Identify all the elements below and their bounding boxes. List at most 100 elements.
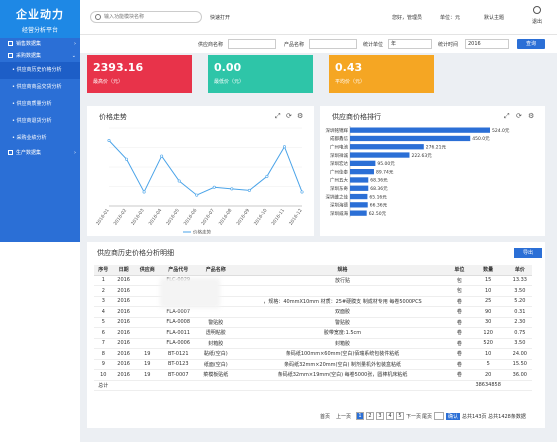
- settings-icon[interactable]: ⚙: [528, 112, 535, 120]
- next-page-link[interactable]: 下一页: [406, 414, 422, 420]
- theme-selector[interactable]: 默认主题: [484, 15, 505, 21]
- data-point: [265, 174, 269, 178]
- power-icon[interactable]: [533, 6, 541, 14]
- settings-icon[interactable]: ⚙: [297, 112, 304, 120]
- sidebar-item-performance[interactable]: • 采购业绩分析: [12, 135, 47, 141]
- search-box[interactable]: [90, 11, 202, 23]
- logout-link[interactable]: 退出: [532, 19, 543, 25]
- query-button[interactable]: 查询: [517, 39, 545, 49]
- unit-selector[interactable]: 单位：元: [440, 15, 461, 21]
- table-cell: 放行贴: [235, 275, 451, 286]
- table-row[interactable]: 8 2016 19 BT-0121 黏纸(空白) 条码纸100mm×60mm(空白)佰瑞系…: [94, 348, 532, 360]
- product-field[interactable]: [309, 39, 357, 49]
- app-subtitle: 经营分析平台: [21, 27, 58, 34]
- unit-select[interactable]: 年: [388, 39, 432, 49]
- sidebar-item-quality[interactable]: • 供应商质量分析: [12, 101, 52, 107]
- data-point: [177, 179, 181, 183]
- column-header: 产品代号: [159, 265, 197, 276]
- column-header: 序号: [94, 265, 113, 276]
- user-greeting[interactable]: 您好，管理员: [392, 15, 423, 21]
- search-input[interactable]: [104, 13, 198, 21]
- table-row[interactable]: 7 2016 FLA-0006 封箱胶 封箱胶卷 520 3.50: [94, 338, 532, 349]
- data-point: [142, 190, 146, 194]
- page-1[interactable]: 1: [356, 412, 364, 420]
- max-price-value: 2393.16: [93, 61, 144, 74]
- expand-icon[interactable]: ⤢: [504, 112, 510, 120]
- table-cell: 纸面(空白): [196, 359, 236, 370]
- max-price-card: 2393.16 最高价（元）: [87, 55, 192, 93]
- trend-panel: 价格走势 ⤢ ⟳ ⚙ 2016-01 2016-02 2016-03 2016-04 2…: [87, 106, 314, 236]
- trend-title: 价格走势: [99, 113, 127, 121]
- x-tick-label: 2016-05: [165, 208, 181, 227]
- supplier-field[interactable]: [228, 39, 276, 49]
- table-cell: 20: [468, 369, 508, 381]
- table-cell: 警贴胶: [235, 317, 451, 328]
- sidebar-group-production[interactable]: 生产数据集 ›: [0, 147, 80, 159]
- expand-icon[interactable]: ⤢: [275, 112, 281, 120]
- total-label: 总计: [94, 380, 113, 391]
- prev-page-link[interactable]: 上一页: [336, 414, 352, 420]
- column-header: 产品名称: [196, 265, 236, 276]
- page-jump-input[interactable]: [434, 412, 444, 420]
- table-row[interactable]: 10 2016 19 BT-0007 菜模板贴纸 条码纸32mm×19mm(空白) 每卷5…: [94, 369, 532, 381]
- table-cell: 卷: [450, 317, 469, 328]
- total-row: 总计 38634858: [94, 380, 532, 391]
- table-cell: 520: [468, 338, 508, 349]
- bar: [350, 169, 374, 175]
- table-cell: 包: [450, 275, 469, 286]
- table-cell: 2.30: [507, 317, 532, 328]
- sidebar-item-price-history[interactable]: • 供应商历史价格分析: [0, 62, 80, 79]
- table-cell: 25: [468, 296, 508, 307]
- total-empty: [196, 380, 236, 391]
- table-cell: 1: [94, 275, 113, 286]
- quick-open-link[interactable]: 快速打开: [210, 15, 231, 21]
- page-2[interactable]: 2: [366, 412, 374, 420]
- page-3[interactable]: 3: [376, 412, 384, 420]
- goto-button[interactable]: 确认: [446, 413, 461, 420]
- table-cell: 9: [94, 359, 113, 370]
- export-button[interactable]: 导出: [514, 248, 542, 258]
- table-row[interactable]: 6 2016 FLA-0011 透明粘胶 胶带宽度:1.5cm 卷 120 0.75: [94, 327, 532, 339]
- x-tick-label: 2016-10: [253, 208, 269, 227]
- table-cell: 8: [94, 348, 113, 360]
- y-tick-label: 广州佳泰: [330, 168, 348, 175]
- bar: [350, 152, 410, 158]
- time-field[interactable]: 2016: [465, 39, 509, 49]
- x-tick-label: 2016-11: [270, 208, 286, 227]
- y-tick-label: 深圳威海: [330, 210, 348, 217]
- min-price-value: 0.00: [214, 61, 242, 74]
- table-cell: 条码纸32mm×19mm(空白) 每卷5000张，圆棒机床粘纸: [235, 369, 451, 381]
- table-row[interactable]: 9 2016 19 BT-0123 纸面(空白) 条码纸32mm×20mm(空白) 制剂量…: [94, 359, 532, 370]
- table-cell: 5: [94, 317, 113, 328]
- sidebar: 企业动力 经营分析平台 销售数据集 › 采购数据集 ⌄ • 供应商历史价格分析 • …: [0, 0, 80, 442]
- ranking-title: 供应商价格排行: [332, 113, 381, 121]
- data-point: [282, 145, 286, 149]
- x-tick-label: 2016-03: [130, 208, 146, 227]
- sidebar-item-delivery[interactable]: • 供应商商品交货分析: [12, 84, 62, 90]
- bar: [350, 144, 424, 150]
- data-label: 62.50元: [369, 211, 387, 217]
- table-row[interactable]: 5 2016 FLA-0008 警贴胶 警贴胶卷 30 2.30: [94, 317, 532, 328]
- refresh-icon[interactable]: ⟳: [516, 112, 522, 120]
- data-label: 276.21元: [426, 144, 447, 150]
- table-row[interactable]: 4 2016 FLA-0007 双面胶卷 90 0.31: [94, 306, 532, 318]
- refresh-icon[interactable]: ⟳: [286, 112, 292, 120]
- page-4[interactable]: 4: [386, 412, 394, 420]
- table-cell: 警贴胶: [196, 317, 236, 328]
- sidebar-group-sales[interactable]: 销售数据集 ›: [0, 38, 80, 50]
- last-page-link[interactable]: 尾页: [422, 414, 433, 420]
- table-cell: 黏纸(空白): [196, 348, 236, 360]
- y-tick-label: 深圳宏达: [330, 160, 348, 167]
- first-page-link[interactable]: 首页: [320, 414, 331, 420]
- y-tick-label: 深圳东奇: [330, 185, 348, 192]
- data-point: [212, 185, 216, 189]
- side-menu: 销售数据集 › 采购数据集 ⌄ • 供应商历史价格分析 • 供应商商品交货分析 • …: [0, 38, 80, 242]
- min-price-label: 最低价（元）: [214, 79, 245, 85]
- y-tick-label: 深圳铭锦辉: [326, 127, 349, 134]
- supplier-label: 供应商名称: [198, 42, 224, 48]
- page-5[interactable]: 5: [396, 412, 404, 420]
- sidebar-item-returns[interactable]: • 供应商退货分析: [12, 118, 52, 124]
- sidebar-group-purchase[interactable]: 采购数据集 ⌄: [0, 50, 80, 62]
- table-cell: 透明粘胶: [196, 327, 236, 339]
- unit-label: 统计单位: [363, 42, 384, 48]
